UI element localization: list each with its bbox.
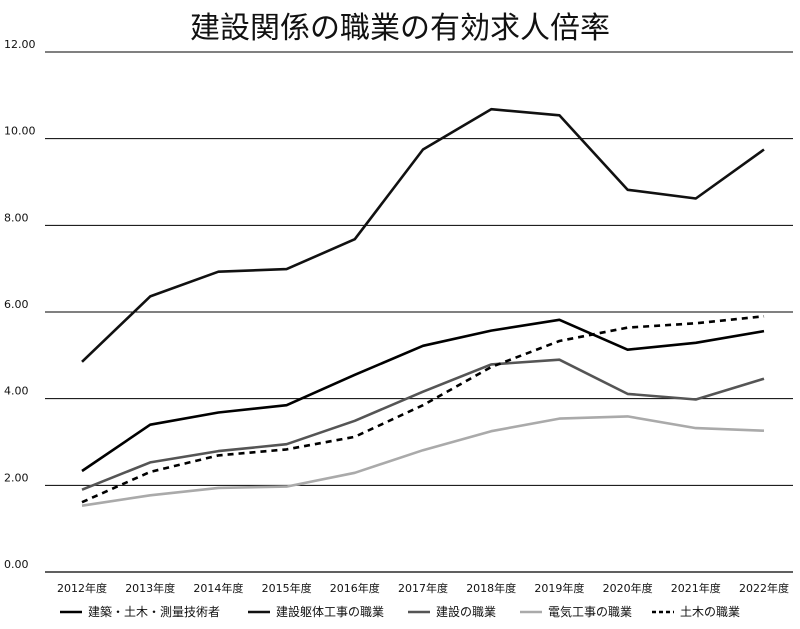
gridlines <box>45 51 793 573</box>
y-tick-label: 0.00 <box>4 558 29 571</box>
legend-label: 建設の職業 <box>436 604 496 619</box>
series-line-1 <box>81 318 765 473</box>
legend: 建築・土木・測量技術者 建設躯体工事の職業 建設の職業 電気工事の職業 土木の職業 <box>60 604 740 619</box>
x-tick-label: 2015年度 <box>262 581 312 595</box>
legend-label: 建設躯体工事の職業 <box>276 604 384 619</box>
y-tick-label: 12.00 <box>4 38 36 51</box>
x-tick-label: 2013年度 <box>125 581 175 595</box>
x-tick-label: 2012年度 <box>57 581 107 595</box>
x-tick-label: 2018年度 <box>466 581 516 595</box>
x-tick-label: 2014年度 <box>193 581 243 595</box>
series-lines <box>81 107 765 507</box>
series-line-2 <box>81 107 765 363</box>
legend-label: 土木の職業 <box>680 605 740 619</box>
legend-label: 建築・土木・測量技術者 <box>88 604 220 619</box>
chart-title: 建設関係の職業の有効求人倍率 <box>190 11 610 46</box>
y-tick-label: 10.00 <box>4 125 36 138</box>
series-line-3 <box>81 358 765 491</box>
x-tick-label: 2016年度 <box>330 581 380 595</box>
legend-label: 電気工事の職業 <box>548 604 632 619</box>
x-tick-label: 2017年度 <box>398 581 448 595</box>
y-tick-label: 6.00 <box>4 298 29 311</box>
y-axis-ticks: 0.00 2.00 4.00 6.00 8.00 10.00 12.00 <box>4 38 36 571</box>
y-tick-label: 8.00 <box>4 211 29 224</box>
x-tick-label: 2019年度 <box>534 581 584 595</box>
y-tick-label: 4.00 <box>4 385 29 398</box>
x-tick-label: 2021年度 <box>671 581 721 595</box>
x-axis-ticks: 2012年度 2013年度 2014年度 2015年度 2016年度 2017年度 2018… <box>57 581 789 595</box>
x-tick-label: 2022年度 <box>739 581 789 595</box>
x-tick-label: 2020年度 <box>603 581 653 595</box>
series-line-4 <box>81 415 765 507</box>
y-tick-label: 2.00 <box>4 471 29 484</box>
series-line-5 <box>81 315 765 504</box>
